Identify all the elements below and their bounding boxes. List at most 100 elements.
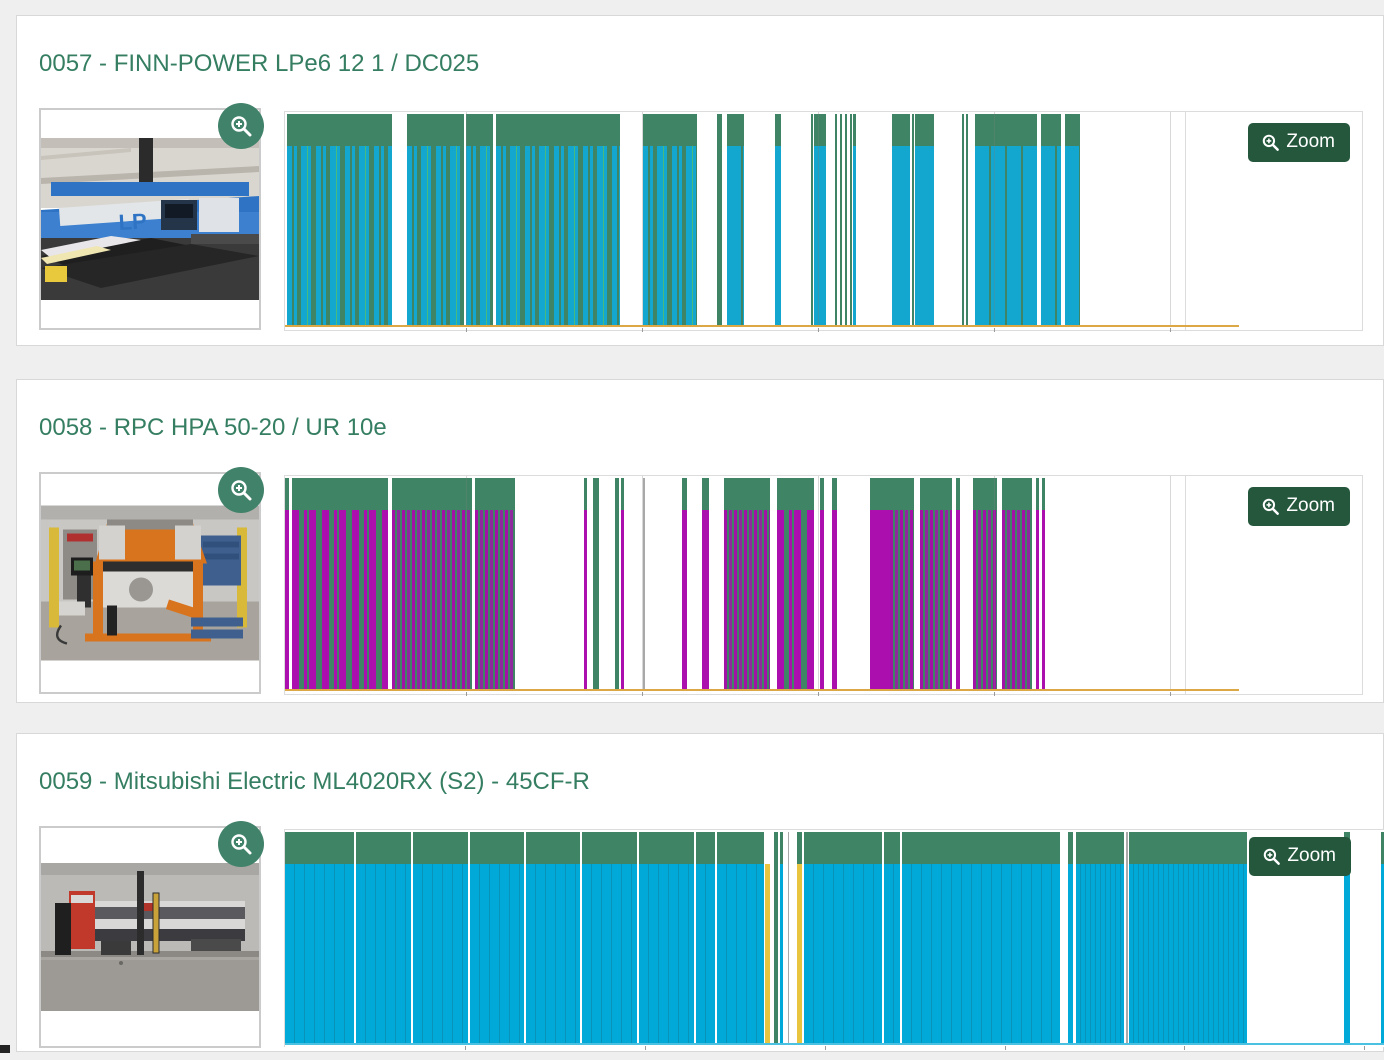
chart-divider xyxy=(1185,112,1186,330)
timeline-segment xyxy=(1344,832,1350,1043)
timeline-segment xyxy=(526,832,580,1043)
timeline-segment xyxy=(811,114,813,325)
machine-panel-0059: 0059 - Mitsubishi Electric ML4020RX (S2)… xyxy=(16,733,1384,1052)
timeline-segment xyxy=(1126,832,1128,1043)
timeline-segment xyxy=(1129,832,1247,1043)
axis-tick xyxy=(1364,1046,1365,1050)
timeline-segment xyxy=(902,832,1060,1043)
axis-tick xyxy=(1170,692,1171,696)
timeline-segment xyxy=(853,114,856,325)
machine-title: 0057 - FINN-POWER LPe6 12 1 / DC025 xyxy=(39,50,480,77)
utilization-chart[interactable]: Zoom xyxy=(284,111,1363,332)
zoom-button[interactable]: Zoom xyxy=(1248,487,1350,526)
chart-divider xyxy=(1185,476,1186,694)
timeline-segment xyxy=(975,114,1037,325)
timeline-segment xyxy=(413,832,468,1043)
chart-gridline xyxy=(818,112,819,325)
timeline-plot[interactable] xyxy=(285,476,1239,696)
chart-gridline xyxy=(642,476,643,689)
timeline-segment xyxy=(780,832,783,1043)
timeline-segment xyxy=(1042,478,1045,689)
magnifier-plus-icon[interactable] xyxy=(218,103,264,149)
cutoff-element xyxy=(0,1045,10,1053)
timeline-segment xyxy=(1041,114,1061,325)
axis-tick xyxy=(818,328,819,332)
timeline-plot[interactable] xyxy=(285,830,1384,1050)
magnifier-plus-icon xyxy=(1263,134,1280,151)
timeline-segment xyxy=(643,478,645,689)
timeline-segment xyxy=(765,864,770,1043)
utilization-chart[interactable]: Zoom xyxy=(284,829,1384,1050)
machine-thumbnail[interactable] xyxy=(39,467,264,694)
chart-gridline xyxy=(642,112,643,325)
timeline-segment xyxy=(466,114,493,325)
timeline-segment xyxy=(615,478,619,689)
svg-text:LP: LP xyxy=(118,209,147,235)
axis-tick xyxy=(818,692,819,696)
timeline-segment xyxy=(724,478,770,689)
timeline-segment xyxy=(285,832,354,1043)
machine-photo: LP xyxy=(41,138,259,300)
timeline-segment xyxy=(496,114,620,325)
machine-thumbnail[interactable]: LP xyxy=(39,103,264,330)
timeline-segment xyxy=(639,832,694,1043)
timeline-segment xyxy=(912,114,914,325)
axis-tick xyxy=(465,1046,466,1050)
timeline-segment xyxy=(475,478,515,689)
magnifier-plus-icon[interactable] xyxy=(218,467,264,513)
time-axis xyxy=(285,689,1239,691)
timeline-segment xyxy=(892,114,910,325)
chart-gridline xyxy=(994,112,995,325)
timeline-segment xyxy=(804,832,882,1043)
timeline-segment xyxy=(870,478,890,689)
timeline-segment xyxy=(774,832,778,1043)
timeline-segment xyxy=(840,114,842,325)
timeline-segment xyxy=(727,114,744,325)
timeline-segment xyxy=(966,114,968,325)
magnifier-plus-icon xyxy=(1263,498,1280,515)
machine-thumbnail[interactable] xyxy=(39,821,264,1048)
chart-gridline xyxy=(1170,112,1171,325)
zoom-button-label: Zoom xyxy=(1286,495,1335,516)
timeline-segment xyxy=(582,832,637,1043)
timeline-segment xyxy=(621,478,624,689)
timeline-segment xyxy=(682,478,687,689)
magnifier-plus-icon[interactable] xyxy=(218,821,264,867)
timeline-segment xyxy=(584,478,587,689)
timeline-segment xyxy=(814,114,826,325)
timeline-segment xyxy=(702,478,709,689)
chart-gridline xyxy=(466,476,467,689)
timeline-segment xyxy=(850,114,852,325)
machine-panel-0057: 0057 - FINN-POWER LPe6 12 1 / DC025 LP xyxy=(16,15,1384,346)
chart-gridline xyxy=(818,476,819,689)
timeline-segment xyxy=(890,478,914,689)
time-axis xyxy=(285,1043,1384,1045)
axis-tick xyxy=(825,1046,826,1050)
timeline-segment xyxy=(845,114,847,325)
machine-title: 0058 - RPC HPA 50-20 / UR 10e xyxy=(39,414,387,441)
timeline-segment xyxy=(1068,832,1073,1043)
timeline-segment xyxy=(287,114,392,325)
timeline-segment xyxy=(775,114,781,325)
timeline-segment xyxy=(777,478,814,689)
machine-panel-0058: 0058 - RPC HPA 50-20 / UR 10e xyxy=(16,379,1384,703)
timeline-segment xyxy=(392,478,472,689)
timeline-segment xyxy=(962,114,964,325)
axis-tick xyxy=(994,328,995,332)
timeline-segment xyxy=(835,114,837,325)
timeline-segment xyxy=(717,832,764,1043)
axis-tick xyxy=(1005,1046,1006,1050)
zoom-button[interactable]: Zoom xyxy=(1249,837,1351,876)
axis-tick xyxy=(645,1046,646,1050)
axis-tick xyxy=(994,692,995,696)
timeline-plot[interactable] xyxy=(285,112,1239,332)
chart-gridline xyxy=(994,476,995,689)
zoom-button[interactable]: Zoom xyxy=(1248,123,1350,162)
machine-photo xyxy=(41,863,259,1011)
timeline-segment xyxy=(820,478,824,689)
utilization-chart[interactable]: Zoom xyxy=(284,475,1363,696)
timeline-segment xyxy=(717,114,722,325)
zoom-button-label: Zoom xyxy=(1286,131,1335,152)
timeline-segment xyxy=(920,478,952,689)
timeline-segment xyxy=(1036,478,1039,689)
